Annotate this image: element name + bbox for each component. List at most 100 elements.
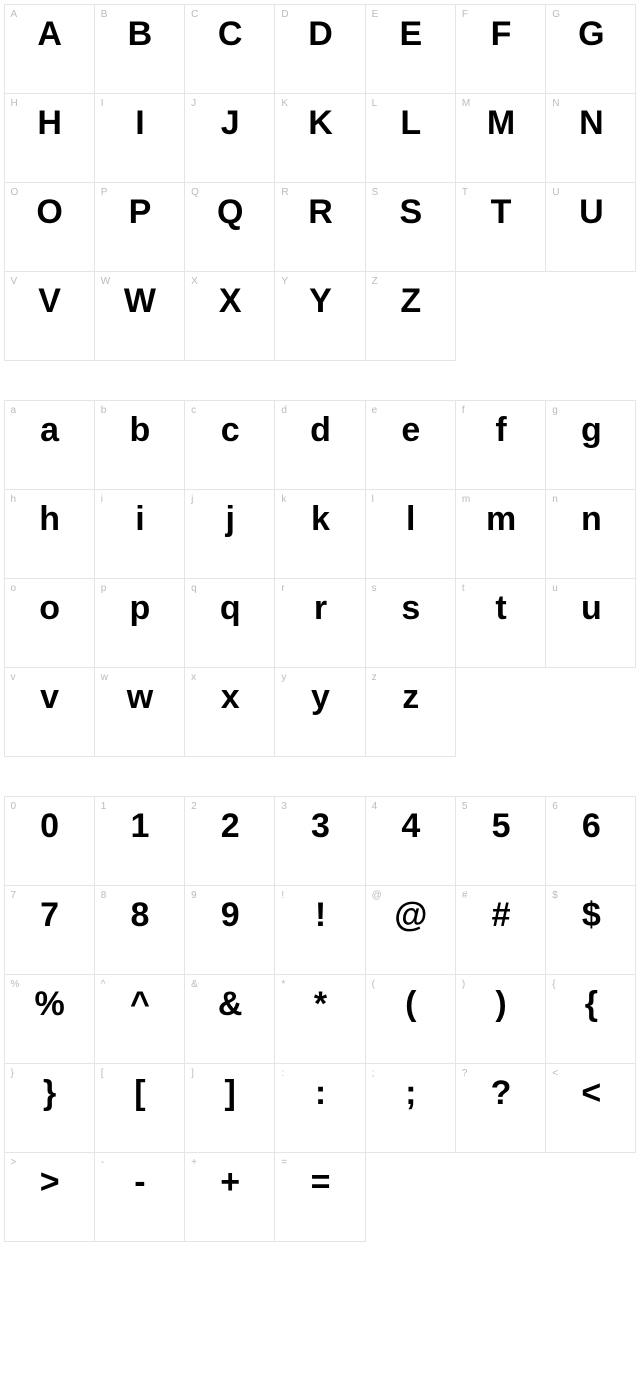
glyph-character: A bbox=[5, 15, 94, 54]
glyph-cell: 99 bbox=[184, 885, 275, 975]
glyph-cell: << bbox=[545, 1063, 636, 1153]
glyph-cell: ss bbox=[365, 578, 456, 668]
glyph-character: O bbox=[5, 193, 94, 232]
glyph-cell: == bbox=[274, 1152, 365, 1242]
glyph-cell: 33 bbox=[274, 796, 365, 886]
glyph-cell: MM bbox=[455, 93, 546, 183]
glyph-character: f bbox=[456, 411, 545, 450]
glyph-cell: :: bbox=[274, 1063, 365, 1153]
glyph-character: } bbox=[5, 1074, 94, 1113]
character-map: AABBCCDDEEFFGGHHIIJJKKLLMMNNOOPPQQRRSSTT… bbox=[4, 4, 636, 1241]
glyph-character: q bbox=[185, 589, 274, 628]
glyph-section-uppercase: AABBCCDDEEFFGGHHIIJJKKLLMMNNOOPPQQRRSSTT… bbox=[4, 4, 636, 360]
glyph-character: z bbox=[366, 678, 455, 717]
glyph-character: p bbox=[95, 589, 184, 628]
glyph-cell: qq bbox=[184, 578, 275, 668]
glyph-character: P bbox=[95, 193, 184, 232]
glyph-cell: KK bbox=[274, 93, 365, 183]
glyph-cell: ;; bbox=[365, 1063, 456, 1153]
glyph-cell: EE bbox=[365, 4, 456, 94]
glyph-character: Y bbox=[275, 282, 364, 321]
glyph-character: T bbox=[456, 193, 545, 232]
glyph-cell: hh bbox=[4, 489, 95, 579]
glyph-character: m bbox=[456, 500, 545, 539]
glyph-cell: $$ bbox=[545, 885, 636, 975]
glyph-cell: pp bbox=[94, 578, 185, 668]
glyph-cell: ?? bbox=[455, 1063, 546, 1153]
glyph-cell: VV bbox=[4, 271, 95, 361]
glyph-character: a bbox=[5, 411, 94, 450]
glyph-cell: !! bbox=[274, 885, 365, 975]
glyph-cell: ee bbox=[365, 400, 456, 490]
glyph-character: $ bbox=[546, 896, 635, 935]
glyph-character: * bbox=[275, 985, 364, 1024]
glyph-cell: XX bbox=[184, 271, 275, 361]
glyph-cell: %% bbox=[4, 974, 95, 1064]
glyph-character: i bbox=[95, 500, 184, 539]
glyph-character: d bbox=[275, 411, 364, 450]
glyph-character: X bbox=[185, 282, 274, 321]
glyph-cell: 22 bbox=[184, 796, 275, 886]
glyph-character: B bbox=[95, 15, 184, 54]
glyph-cell: GG bbox=[545, 4, 636, 94]
glyph-character: W bbox=[95, 282, 184, 321]
glyph-character: ^ bbox=[95, 985, 184, 1024]
glyph-cell: ** bbox=[274, 974, 365, 1064]
glyph-character: 3 bbox=[275, 807, 364, 846]
glyph-character: I bbox=[95, 104, 184, 143]
glyph-character: + bbox=[185, 1163, 274, 1202]
glyph-cell: 88 bbox=[94, 885, 185, 975]
glyph-character: 9 bbox=[185, 896, 274, 935]
glyph-cell: ]] bbox=[184, 1063, 275, 1153]
glyph-character: j bbox=[185, 500, 274, 539]
glyph-character: J bbox=[185, 104, 274, 143]
glyph-character: 5 bbox=[456, 807, 545, 846]
glyph-cell: oo bbox=[4, 578, 95, 668]
glyph-cell: QQ bbox=[184, 182, 275, 272]
glyph-section-numbers-symbols: 00112233445566778899!!@@##$$%%^^&&**(())… bbox=[4, 796, 636, 1241]
glyph-character: 2 bbox=[185, 807, 274, 846]
glyph-cell: dd bbox=[274, 400, 365, 490]
glyph-cell: PP bbox=[94, 182, 185, 272]
glyph-cell: NN bbox=[545, 93, 636, 183]
glyph-character: b bbox=[95, 411, 184, 450]
glyph-cell: II bbox=[94, 93, 185, 183]
glyph-cell: LL bbox=[365, 93, 456, 183]
glyph-character: @ bbox=[366, 896, 455, 935]
glyph-cell: rr bbox=[274, 578, 365, 668]
glyph-cell: 00 bbox=[4, 796, 95, 886]
glyph-character: 8 bbox=[95, 896, 184, 935]
glyph-cell: 11 bbox=[94, 796, 185, 886]
glyph-character: V bbox=[5, 282, 94, 321]
glyph-cell: SS bbox=[365, 182, 456, 272]
glyph-cell: && bbox=[184, 974, 275, 1064]
glyph-character: l bbox=[366, 500, 455, 539]
glyph-cell: )) bbox=[455, 974, 546, 1064]
glyph-cell: >> bbox=[4, 1152, 95, 1242]
glyph-character: % bbox=[5, 985, 94, 1024]
glyph-character: E bbox=[366, 15, 455, 54]
glyph-character: K bbox=[275, 104, 364, 143]
glyph-cell: UU bbox=[545, 182, 636, 272]
glyph-character: h bbox=[5, 500, 94, 539]
glyph-character: 4 bbox=[366, 807, 455, 846]
glyph-character: 0 bbox=[5, 807, 94, 846]
glyph-cell: aa bbox=[4, 400, 95, 490]
glyph-cell: tt bbox=[455, 578, 546, 668]
glyph-character: r bbox=[275, 589, 364, 628]
glyph-cell: AA bbox=[4, 4, 95, 94]
glyph-character: u bbox=[546, 589, 635, 628]
glyph-character: ; bbox=[366, 1074, 455, 1113]
glyph-cell: jj bbox=[184, 489, 275, 579]
glyph-character: 7 bbox=[5, 896, 94, 935]
glyph-character: Z bbox=[366, 282, 455, 321]
glyph-character: { bbox=[546, 985, 635, 1024]
glyph-character: # bbox=[456, 896, 545, 935]
glyph-cell: {{ bbox=[545, 974, 636, 1064]
glyph-character: & bbox=[185, 985, 274, 1024]
glyph-cell: zz bbox=[365, 667, 456, 757]
glyph-cell: DD bbox=[274, 4, 365, 94]
glyph-cell: ## bbox=[455, 885, 546, 975]
glyph-character: o bbox=[5, 589, 94, 628]
glyph-cell: OO bbox=[4, 182, 95, 272]
